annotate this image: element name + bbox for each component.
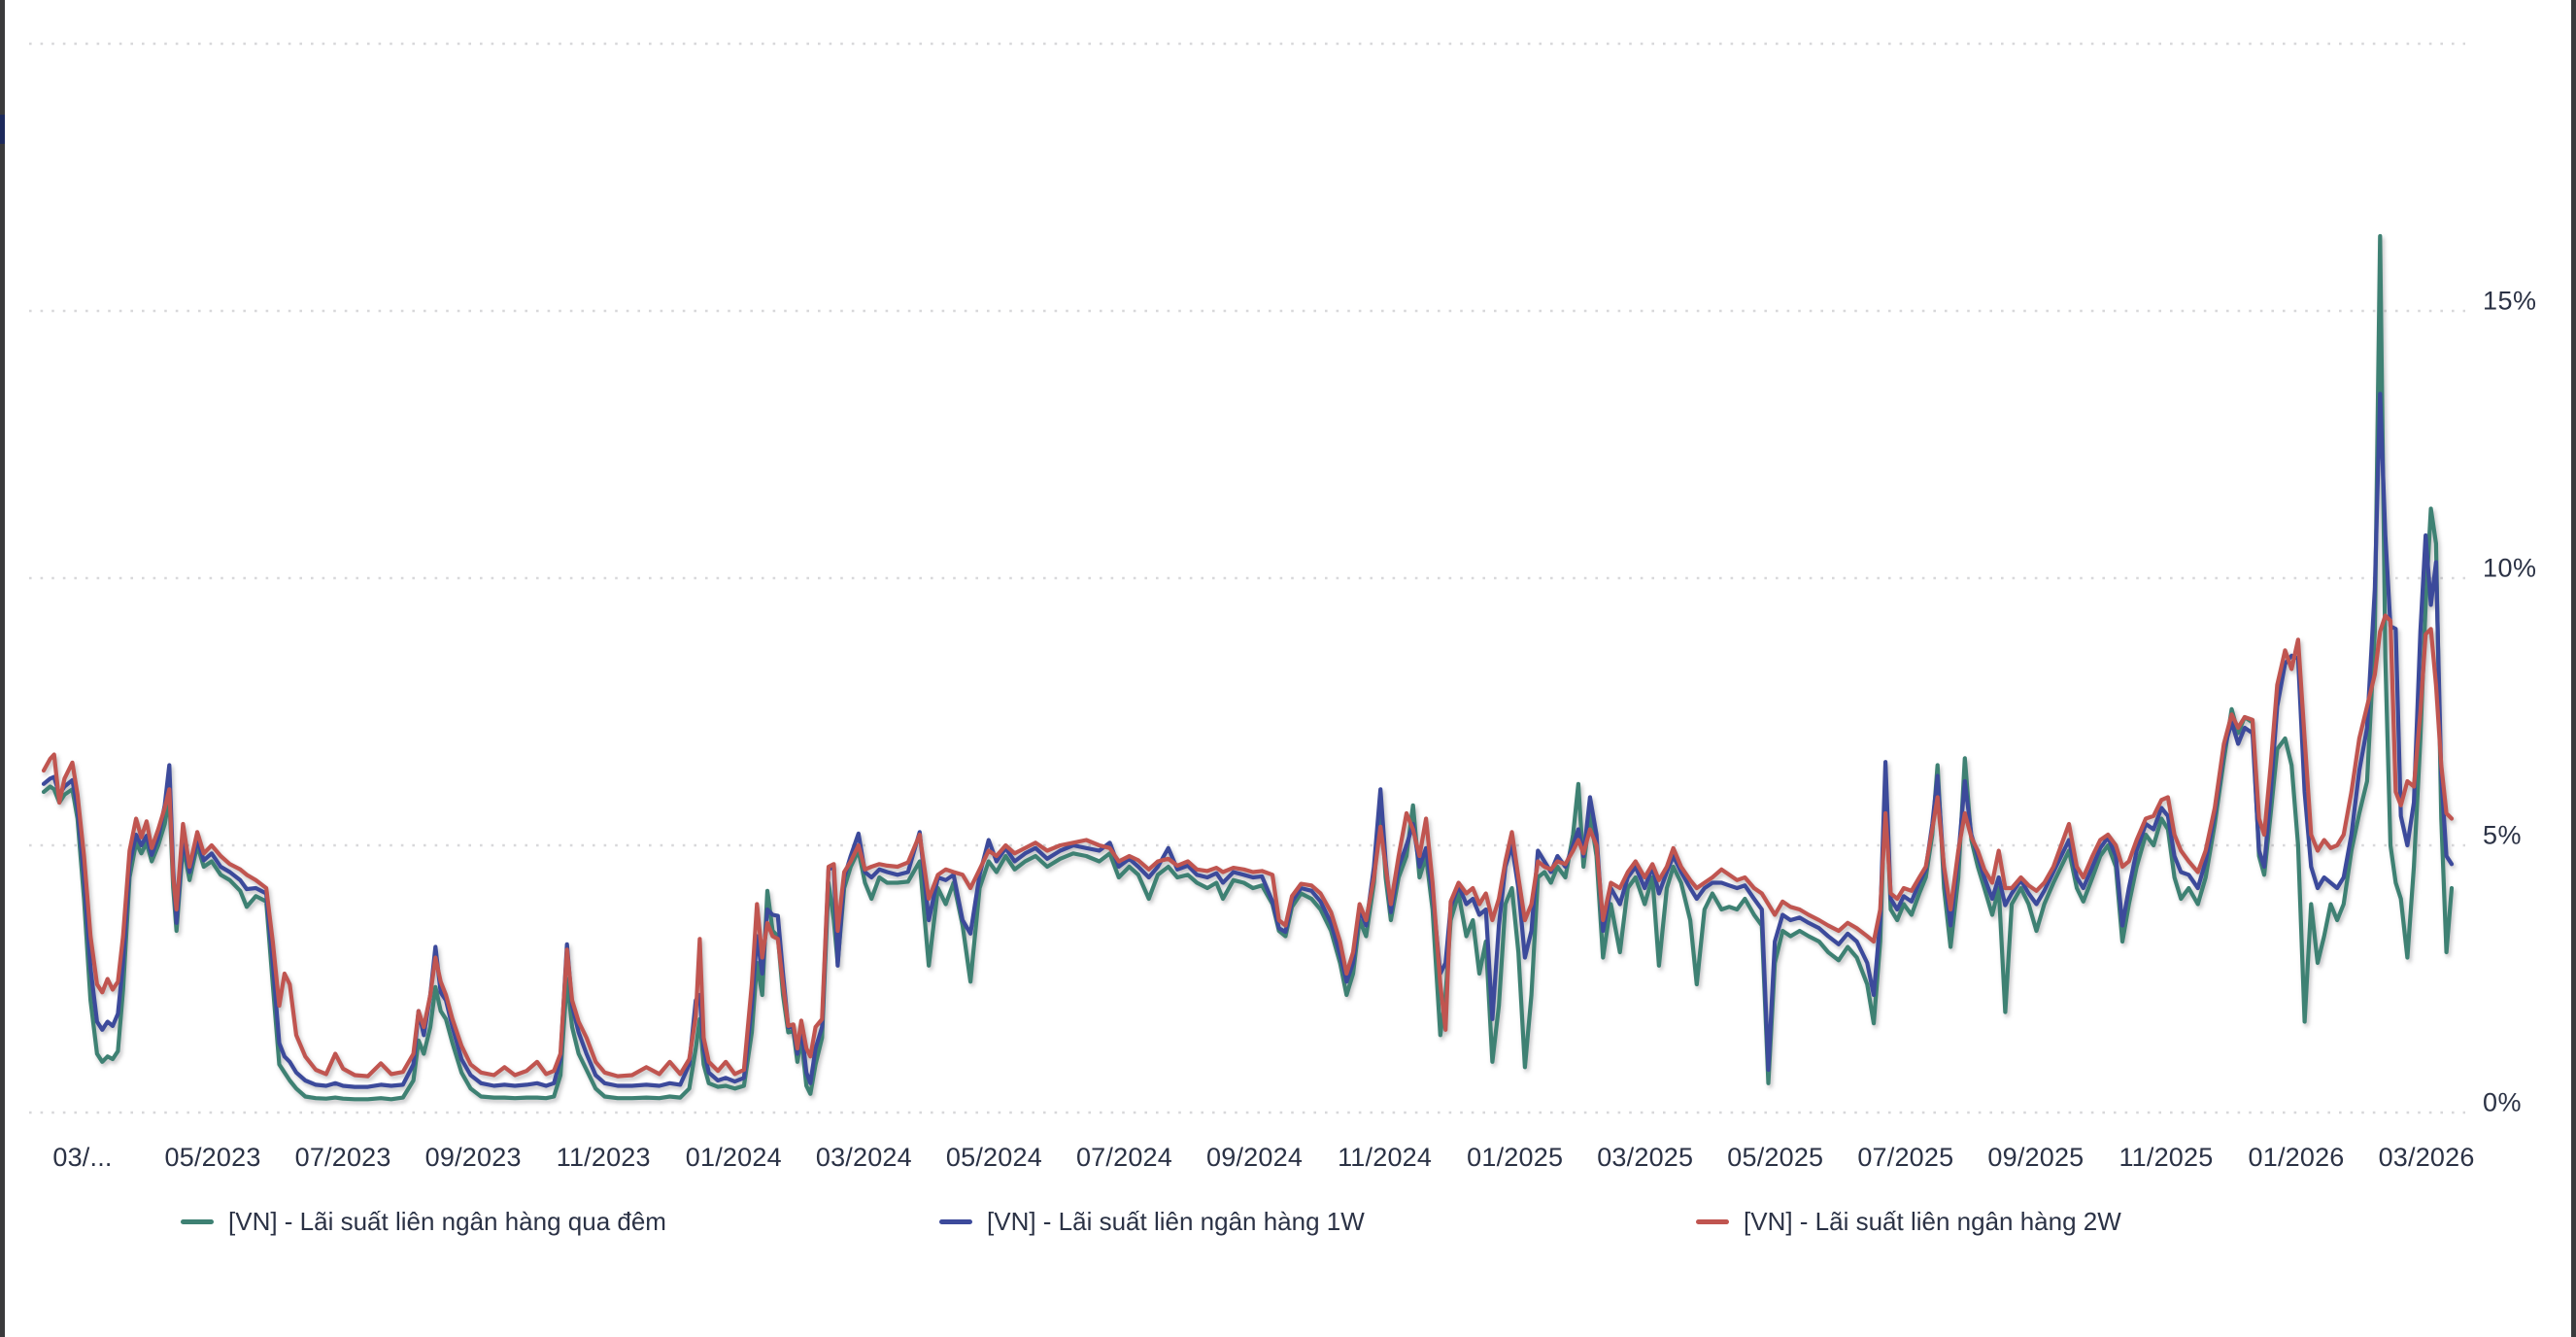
legend-line-marker-icon (939, 1218, 972, 1224)
x-axis-tick-label: 11/2025 (2118, 1143, 2214, 1172)
legend-item-3[interactable]: [VN] - Lãi suất liên ngân hàng 2W (1696, 1207, 2121, 1236)
x-axis-tick-label: 03/2025 (1597, 1143, 1694, 1172)
legend-item-label: [VN] - Lãi suất liên ngân hàng qua đêm (228, 1206, 666, 1236)
x-axis-tick-label: 07/2025 (1857, 1143, 1954, 1172)
series-line-1 (41, 233, 2455, 1102)
chart-series-lines (41, 233, 2455, 1102)
horizontal-gridlines (29, 42, 2465, 1114)
x-axis-tick-label: 03/2024 (815, 1143, 912, 1172)
x-axis-tick-label: 03/2026 (2378, 1143, 2475, 1172)
x-axis-tick-label: 09/2024 (1206, 1143, 1304, 1172)
x-axis-tick-label: 11/2024 (1338, 1143, 1433, 1172)
x-axis-tick-label: 09/2023 (424, 1143, 522, 1172)
x-axis-tick-label: 01/2026 (2248, 1143, 2345, 1172)
left-rail-active-indicator (0, 115, 5, 144)
legend-item-label: [VN] - Lãi suất liên ngân hàng 1W (987, 1206, 1365, 1236)
x-axis-tick-label: 11/2023 (556, 1143, 651, 1172)
y-axis-tick-label: 10% (2483, 553, 2537, 583)
x-axis-tick-label: 07/2023 (294, 1143, 391, 1172)
x-axis-tick-label: 05/2024 (945, 1143, 1042, 1172)
x-axis-tick-label: 05/2023 (164, 1143, 261, 1172)
x-axis-tick-label: 07/2024 (1075, 1143, 1172, 1172)
legend-line-marker-icon (1696, 1218, 1729, 1224)
x-axis-tick-label: 03/... (52, 1143, 113, 1172)
x-axis-tick-label: 05/2025 (1727, 1143, 1824, 1172)
left-app-rail[interactable] (0, 0, 5, 1337)
series-line-3 (41, 613, 2455, 1079)
y-axis-tick-label: 15% (2483, 286, 2537, 316)
x-axis-tick-label: 01/2025 (1467, 1143, 1564, 1172)
legend-item-label: [VN] - Lãi suất liên ngân hàng 2W (1744, 1206, 2121, 1236)
y-axis-tick-label: 0% (2483, 1087, 2523, 1117)
legend-item-2[interactable]: [VN] - Lãi suất liên ngân hàng 1W (939, 1207, 1365, 1236)
legend-line-marker-icon (181, 1218, 214, 1224)
legend-item-1[interactable]: [VN] - Lãi suất liên ngân hàng qua đêm (181, 1207, 666, 1236)
right-app-rail[interactable] (2571, 0, 2576, 1337)
y-axis-tick-label: 5% (2483, 820, 2523, 850)
series-line-2 (41, 392, 2455, 1089)
x-axis-tick-label: 09/2025 (1987, 1143, 2085, 1172)
x-axis-tick-label: 01/2024 (685, 1143, 782, 1172)
